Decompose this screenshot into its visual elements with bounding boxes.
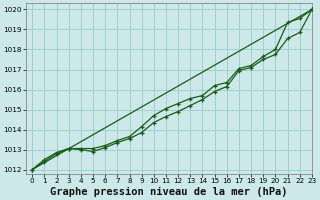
X-axis label: Graphe pression niveau de la mer (hPa): Graphe pression niveau de la mer (hPa) bbox=[50, 186, 288, 197]
